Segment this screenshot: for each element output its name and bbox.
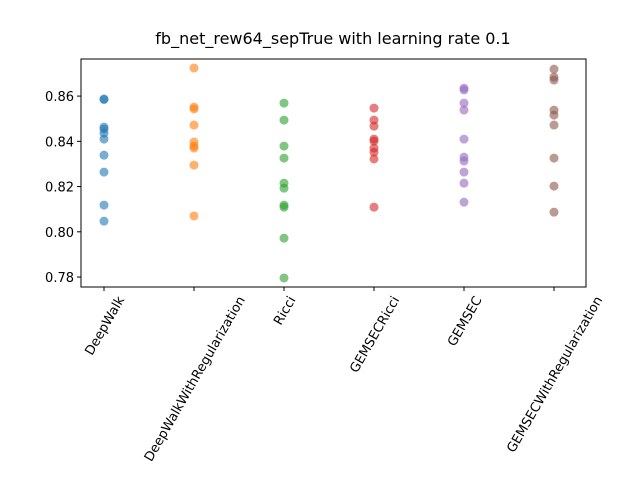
point [279,183,289,193]
point [549,64,559,74]
point [279,141,289,151]
chart-title: fb_net_rew64_sepTrue with learning rate … [155,29,510,49]
point [549,181,559,191]
point [279,202,289,212]
point [279,98,289,108]
y-tick-label: 0.80 [45,226,74,241]
point [279,273,289,283]
point [459,134,469,144]
x-tick-label: GEMSEC [445,294,486,349]
x-tick-label: Ricci [271,294,299,328]
point [189,143,199,153]
point [369,202,379,212]
point [369,103,379,113]
point [99,167,109,177]
x-tick-label: GEMSECRicci [347,294,403,376]
point [459,98,469,108]
point [189,63,199,73]
point [279,233,289,243]
point [369,136,379,146]
point [459,85,469,95]
point [459,178,469,188]
point [549,75,559,85]
point [369,121,379,131]
point [459,156,469,166]
point [99,150,109,160]
x-tick-label: DeepWalk [82,294,128,359]
point [549,153,559,163]
point [189,211,199,221]
y-tick-label: 0.86 [45,90,74,105]
point [369,147,379,157]
point [459,105,469,115]
x-tick-label: DeepWalkWithRegularization [142,294,249,464]
point [549,207,559,217]
point [99,216,109,226]
x-tick-label: GEMSECWithRegularization [504,294,606,455]
y-tick-label: 0.82 [45,181,74,196]
point [189,160,199,170]
point [99,134,109,144]
point [279,115,289,125]
point [369,154,379,164]
point [189,104,199,114]
point [459,197,469,207]
point [99,94,109,104]
point [459,167,469,177]
point [99,200,109,210]
point [549,110,559,120]
y-tick-label: 0.84 [45,135,74,150]
point [279,153,289,163]
point [189,120,199,130]
y-tick-label: 0.78 [45,271,74,286]
point [549,120,559,130]
plot-frame [80,58,587,288]
